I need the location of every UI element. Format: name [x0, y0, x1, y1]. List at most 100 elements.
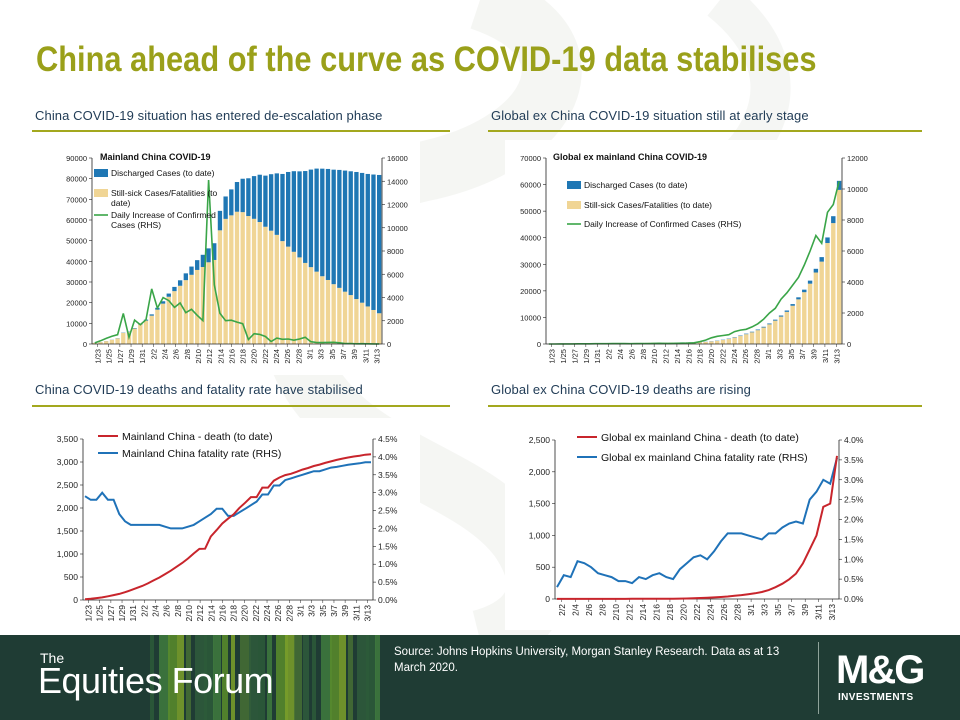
x-tick-label: 3/1 [764, 349, 773, 359]
x-tick-label: 2/28 [294, 349, 303, 364]
mg-investments-logo: M&G INVESTMENTS [836, 648, 948, 708]
x-tick-label: 3/5 [787, 349, 796, 359]
bar-discharged [342, 170, 348, 292]
footer-stripe [339, 635, 346, 720]
y-tick-label-right: 4000 [387, 294, 404, 303]
chart-global-deaths: 0 500 1,000 1,500 2,000 2,500 0.0% 0.5% 1.0% 1.5%… [529, 432, 864, 621]
x-tick-label: 2/10 [611, 604, 621, 621]
bar-still-sick [303, 262, 308, 344]
x-tick-label: 2/12 [195, 605, 205, 622]
bar-discharged [132, 328, 137, 329]
footer-bar [0, 635, 960, 720]
bar-discharged [807, 280, 813, 284]
bar-discharged [755, 329, 761, 331]
x-tick-label: 2/2 [139, 605, 149, 617]
bar-still-sick [121, 332, 126, 344]
y-tick-label-left: 50000 [520, 207, 541, 216]
legend-still-sick-label: date) [111, 198, 131, 208]
bar-discharged [149, 314, 154, 316]
bar-still-sick [246, 216, 251, 344]
panel-divider [488, 405, 922, 407]
x-tick-label: 2/18 [229, 605, 239, 622]
logo-subtitle: INVESTMENTS [838, 692, 914, 703]
footer-stripe [222, 635, 228, 720]
y-tick-label-left: 0 [73, 595, 78, 605]
logo-wordmark: M&G [836, 648, 925, 692]
y-tick-label-right: 0.0% [378, 595, 398, 605]
bar-discharged [166, 293, 171, 297]
bar-discharged [813, 268, 819, 273]
y-tick-label-left: 2,500 [529, 435, 551, 445]
legend-discharged-swatch [567, 181, 581, 189]
bar-still-sick [286, 246, 291, 344]
x-tick-label: 2/2 [149, 349, 158, 359]
bar-still-sick [337, 287, 342, 344]
bar-discharged [251, 176, 257, 219]
bar-discharged [784, 310, 790, 312]
bar-discharged [195, 260, 200, 270]
bar-still-sick [274, 234, 279, 344]
bar-still-sick [325, 279, 331, 344]
bar-discharged [212, 243, 217, 260]
panel-title-global-situation: Global ex China COVID-19 situation still… [491, 108, 809, 123]
x-tick-label: 1/25 [559, 349, 568, 364]
bar-still-sick [342, 291, 348, 344]
x-tick-label: 2/14 [673, 349, 682, 364]
x-tick-label: 2/18 [239, 349, 248, 364]
chart-china-deaths-panel: 0 500 1,000 1,500 2,000 2,500 3,000 3,500 0.0% 0.… [48, 418, 420, 630]
legend-daily-increase-label: Daily Increase of Confirmed [111, 210, 216, 220]
x-tick-label: 2/4 [616, 349, 625, 359]
bar-still-sick [143, 320, 149, 344]
chart-global-cases-panel: 0 10000 20000 30000 40000 50000 60000 70000 0 200… [505, 140, 880, 375]
chart-china-cases: 0100002000030000400005000060000700008000… [66, 152, 408, 364]
y-tick-label-right: 6000 [847, 247, 864, 256]
bar-still-sick [92, 342, 98, 344]
x-tick-label: 2/6 [162, 605, 172, 617]
x-tick-label: 3/11 [351, 605, 361, 621]
y-tick-label-left: 80000 [66, 175, 87, 184]
legend-still-sick-label: Still-sick Cases/Fatalities (to [111, 188, 218, 198]
bar-still-sick [138, 324, 143, 344]
chart-global-cases: 0 10000 20000 30000 40000 50000 60000 70000 0 200… [520, 152, 868, 364]
y-tick-label-left: 60000 [520, 181, 541, 190]
bar-still-sick [813, 272, 819, 344]
legend-still-sick-swatch [94, 189, 108, 197]
y-tick-label-left: 40000 [66, 257, 87, 266]
bar-still-sick [160, 303, 166, 344]
bar-still-sick [376, 313, 382, 344]
legend-still-sick-label: Still-sick Cases/Fatalities (to date) [584, 200, 712, 210]
chart-china-cases-panel: 0 10000 20000 30000 40000 50000 60000 70000 8000… [48, 140, 420, 375]
forum-name: Equities Forum [38, 660, 274, 701]
bar-discharged [354, 171, 359, 300]
footer-stripe [177, 635, 184, 720]
bar-still-sick [268, 230, 274, 344]
bar-still-sick [206, 262, 211, 344]
bar-still-sick [195, 269, 200, 344]
x-tick-label: 3/13 [362, 605, 372, 622]
x-tick-label: 2/2 [557, 604, 567, 616]
bar-discharged [749, 331, 755, 333]
bar-discharged [160, 301, 166, 304]
legend-fatality-rate-label: Mainland China fatality rate (RHS) [122, 448, 281, 460]
x-tick-label: 3/7 [339, 349, 348, 359]
bar-discharged [217, 210, 223, 231]
y-tick-label-right: 12000 [387, 201, 408, 210]
bar-still-sick [257, 222, 262, 344]
bar-discharged [331, 169, 336, 285]
x-tick-label: 1/23 [94, 349, 103, 364]
x-tick-label: 2/22 [261, 349, 270, 364]
x-tick-label: 2/12 [624, 604, 634, 621]
bar-still-sick [371, 309, 376, 344]
x-tick-label: 2/2 [605, 349, 614, 359]
x-tick-label: 3/7 [329, 605, 339, 617]
x-tick-label: 2/14 [638, 604, 648, 621]
y-tick-label-left: 2,000 [57, 503, 79, 513]
x-tick-label: 2/28 [753, 349, 762, 364]
bar-discharged [263, 175, 268, 227]
x-tick-label: 3/5 [773, 604, 783, 616]
bar-discharged [819, 257, 824, 262]
bar-still-sick [784, 311, 790, 344]
footer-stripe [249, 635, 258, 720]
bar-discharged [206, 248, 211, 263]
bar-still-sick [223, 218, 228, 344]
